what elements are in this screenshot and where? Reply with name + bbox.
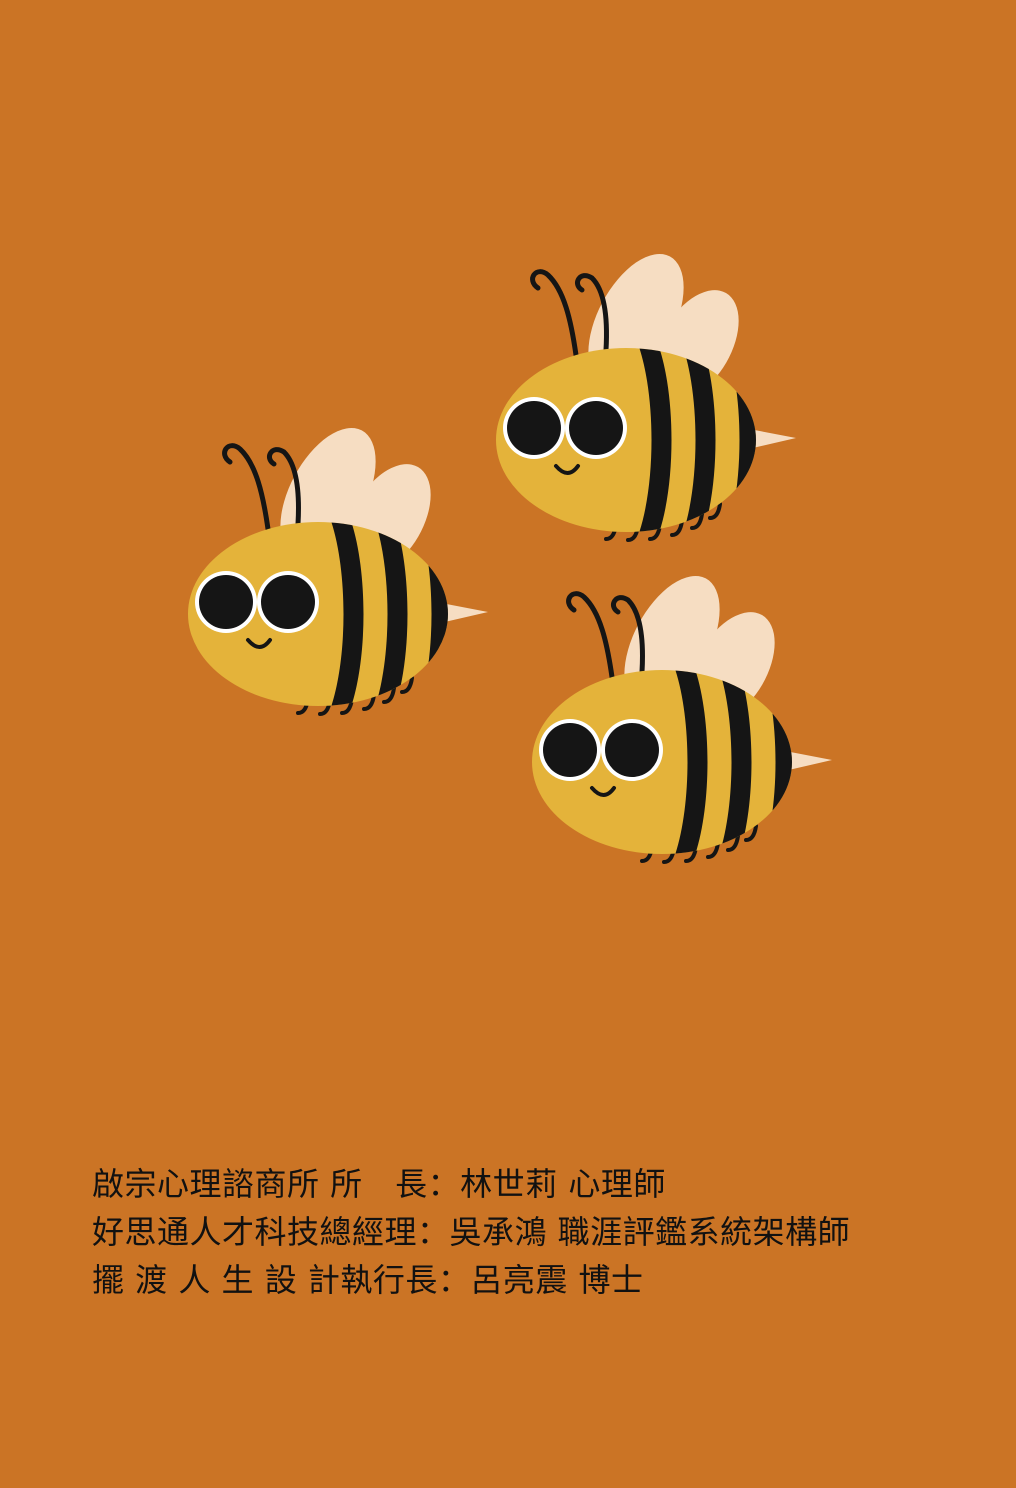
credit-line-ceo: 擺 渡 人 生 設 計執行長：呂亮震 博士 [92,1261,644,1299]
credit-line-director: 啟宗心理諮商所 所 長：林世莉 心理師 [92,1165,666,1203]
credit-line-general-manager: 好思通人才科技總經理：吳承鴻 職涯評鑑系統架構師 [92,1213,851,1251]
background-top [0,0,1016,1000]
credits-block: 啟宗心理諮商所 所 長：林世莉 心理師 好思通人才科技總經理：吳承鴻 職涯評鑑系… [92,1160,992,1304]
bees-illustration [0,0,1016,1000]
